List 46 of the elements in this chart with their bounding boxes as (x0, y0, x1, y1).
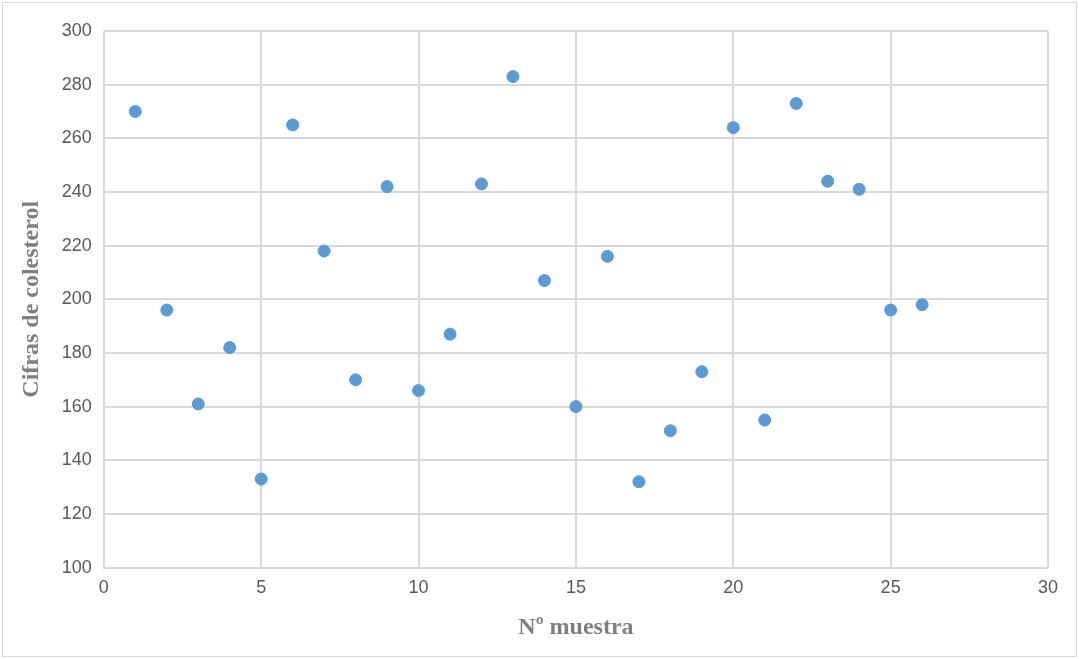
point (632, 475, 646, 489)
point (915, 298, 929, 312)
point (286, 118, 300, 132)
y-tick-label: 160 (61, 395, 92, 416)
point (821, 174, 835, 188)
y-tick-label: 180 (61, 341, 92, 362)
point (537, 274, 551, 288)
point (443, 327, 457, 341)
point (569, 400, 583, 414)
x-tick-label: 30 (1037, 577, 1059, 598)
point (191, 397, 205, 411)
x-tick-label: 10 (408, 577, 429, 598)
point (223, 341, 237, 355)
point (852, 182, 866, 196)
point (380, 180, 394, 194)
point (254, 472, 268, 486)
y-tick-label: 200 (61, 288, 92, 309)
point (884, 303, 898, 317)
point (758, 413, 772, 427)
point (475, 177, 488, 191)
y-tick-label: 120 (61, 502, 92, 523)
x-tick-label: 15 (565, 577, 586, 598)
point (506, 70, 520, 84)
y-tick-label: 220 (61, 234, 92, 255)
point (160, 303, 174, 317)
y-tick-label: 240 (61, 180, 92, 201)
y-tick-label: 100 (61, 556, 92, 577)
x-tick-label: 5 (256, 577, 267, 598)
point (128, 104, 142, 118)
point (695, 365, 709, 379)
point (726, 121, 740, 135)
point (600, 249, 614, 263)
x-tick-label: 0 (98, 577, 109, 598)
x-tick-label: 20 (723, 577, 744, 598)
y-axis-title: Cifras de colesterol (16, 200, 43, 398)
point (789, 96, 803, 110)
point (663, 424, 677, 438)
point (317, 244, 331, 258)
y-tick-label: 300 (61, 19, 92, 40)
y-tick-label: 260 (61, 127, 92, 148)
x-tick-label: 25 (880, 577, 901, 598)
point (412, 384, 426, 398)
point (349, 373, 363, 387)
y-tick-label: 140 (61, 449, 92, 470)
x-axis-title: Nº muestra (518, 612, 634, 639)
y-tick-label: 280 (61, 73, 92, 94)
